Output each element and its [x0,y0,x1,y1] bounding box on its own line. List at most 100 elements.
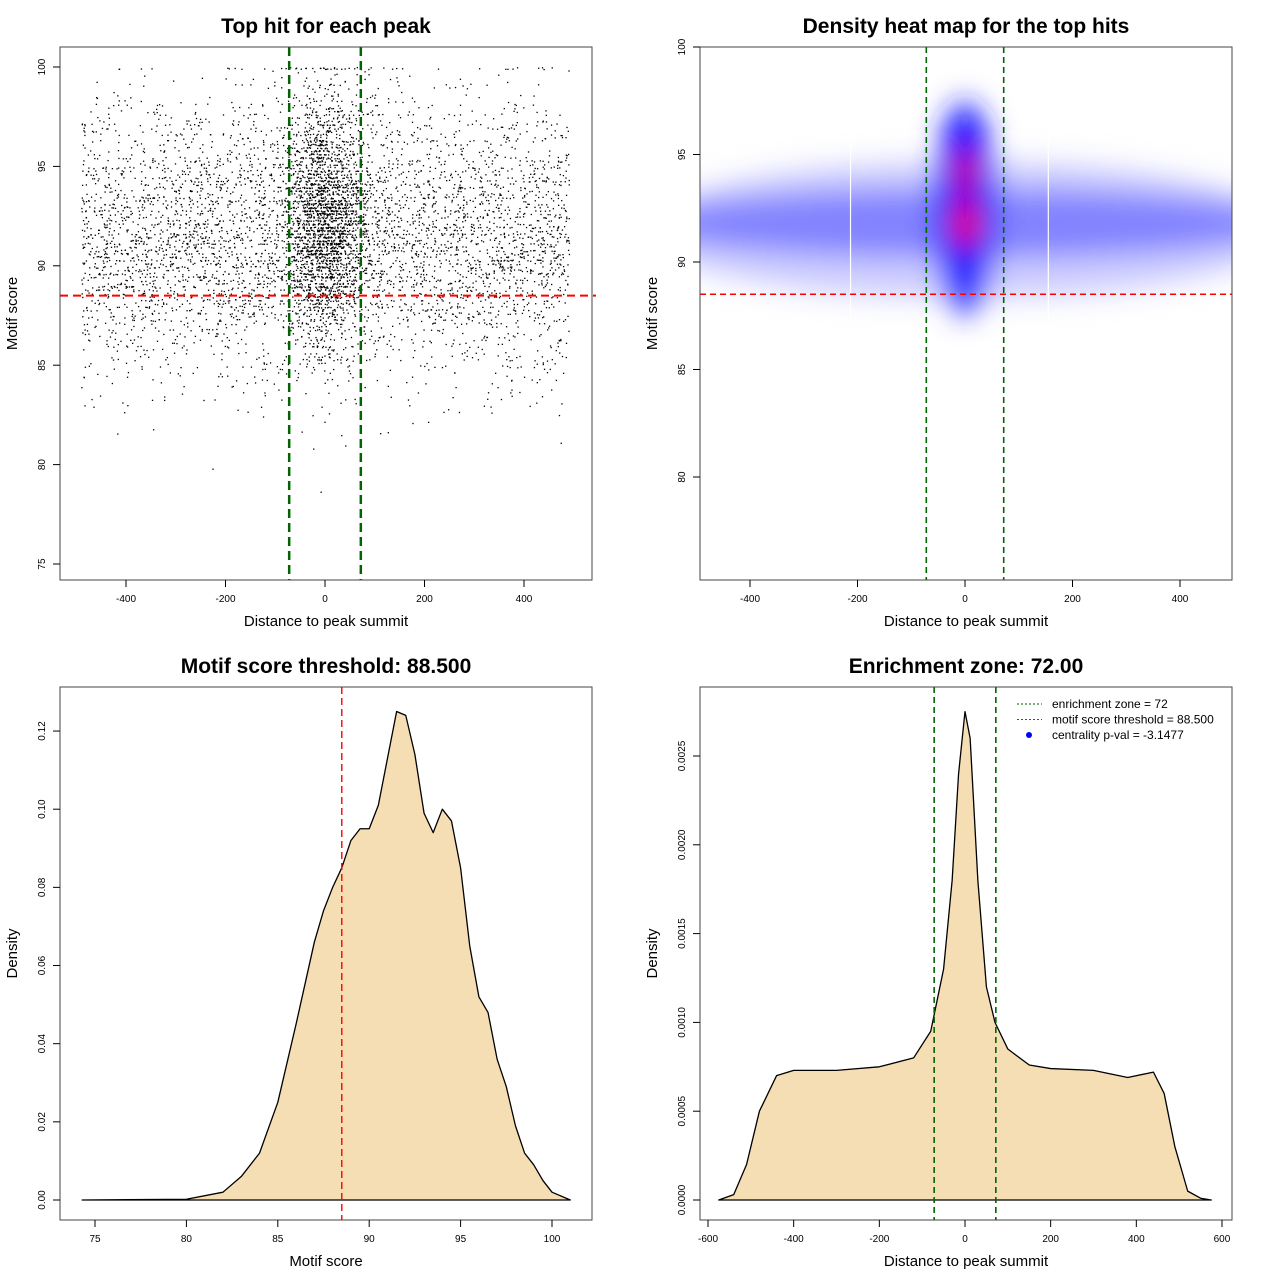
data-point [304,207,307,209]
data-point [317,189,319,191]
data-point [142,197,144,199]
data-point [452,153,454,156]
data-point [280,190,282,192]
data-point [546,279,548,281]
data-point [453,196,455,199]
data-point [331,204,334,206]
data-point [335,297,337,299]
data-point [467,287,469,289]
data-point [285,263,288,266]
data-point [313,234,315,236]
data-point [348,279,351,281]
data-point [420,365,422,367]
data-point [181,170,184,172]
data-point [320,233,322,236]
data-point [405,244,407,246]
data-point [345,359,348,362]
data-point [364,342,366,344]
data-point [150,299,152,301]
data-point [425,242,428,245]
data-point [542,362,544,364]
data-point [192,203,194,205]
data-point [290,137,292,140]
data-point [401,339,403,341]
data-point [482,203,484,205]
data-point [241,290,243,293]
data-point [340,211,343,213]
data-point [108,329,110,331]
data-point [241,237,243,240]
data-point [304,80,306,82]
data-point [444,211,447,213]
data-point [203,275,205,278]
data-point [388,234,390,236]
data-point [498,174,501,176]
data-point [327,157,329,159]
data-point [550,346,552,349]
data-point [351,206,353,209]
data-point [185,237,187,239]
data-point [195,224,197,226]
data-point [560,161,562,163]
data-point [154,327,157,329]
data-point [334,124,336,127]
data-point [420,239,422,242]
data-point [151,259,153,261]
data-point [308,194,310,196]
data-point [338,144,340,147]
data-point [513,128,515,130]
data-point [496,128,499,130]
data-point [436,303,439,305]
data-point [322,317,324,319]
data-point [363,219,365,221]
data-point [546,223,549,225]
data-point [504,236,506,239]
data-point [318,269,320,271]
data-point [322,168,324,170]
data-point [332,350,335,352]
data-point [286,243,288,245]
data-point [309,107,312,109]
data-point [321,193,323,195]
data-point [362,193,364,195]
data-point [348,303,350,306]
data-point [377,286,379,288]
data-point [132,221,134,223]
data-point [549,263,552,265]
data-point [244,329,246,331]
data-point [387,280,389,282]
data-point [340,110,342,112]
data-point [316,116,318,119]
data-point [560,264,562,266]
data-point [469,286,471,288]
data-point [535,194,537,196]
data-point [457,193,459,195]
data-point [378,280,381,283]
data-point [249,240,251,242]
data-point [553,250,555,253]
data-point [367,124,369,126]
data-point [366,113,368,116]
data-point [383,270,385,273]
data-point [398,273,400,276]
data-point [414,183,416,185]
data-point [226,190,228,192]
data-point [86,227,89,229]
data-point [493,260,496,262]
data-point [196,184,198,187]
data-point [316,163,318,165]
data-point [91,141,94,143]
data-point [139,356,142,358]
data-point [318,229,321,231]
data-point [290,320,292,322]
data-point [520,293,522,296]
data-point [297,220,299,223]
data-point [501,113,503,115]
data-point [413,289,416,292]
data-point [427,196,430,198]
data-point [536,382,538,384]
data-point [509,366,511,369]
data-point [253,312,255,314]
data-point [111,234,113,236]
data-point [198,224,200,226]
